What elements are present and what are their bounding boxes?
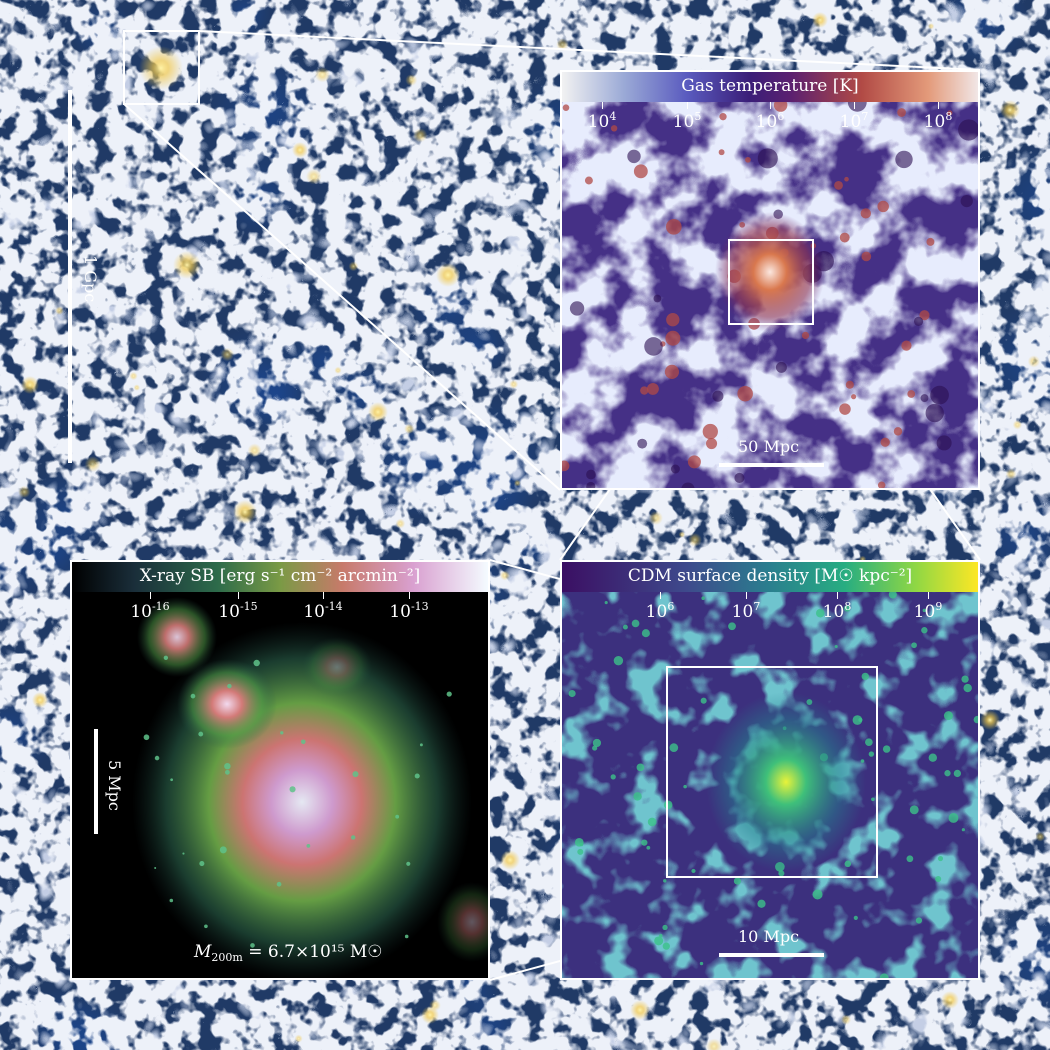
colorbar-tick-label: 107: [731, 600, 761, 622]
zoom-box-temperature: [728, 239, 814, 325]
temperature-colorbar: Gas temperature [K]: [562, 72, 978, 102]
colorbar-tick: [928, 592, 929, 599]
colorbar-tick-label: 108: [822, 600, 852, 622]
dm-map: [562, 592, 978, 978]
colorbar-tick: [938, 102, 939, 109]
temperature-map: [562, 102, 978, 488]
scale-label-10mpc: 10 Mpc: [738, 927, 800, 946]
temperature-panel: Gas temperature [K] 104: [560, 70, 980, 490]
colorbar-tick: [602, 102, 603, 109]
scale-bar-50mpc: [719, 463, 824, 467]
zoom-box-dm: [666, 666, 878, 878]
connector-line: [198, 30, 981, 71]
scale-bar-1gpc: [68, 90, 72, 463]
colorbar-tick-label: 108: [923, 110, 953, 132]
colorbar-tick-label: 10-16: [130, 600, 170, 622]
colorbar-tick-label: 105: [672, 110, 702, 132]
colorbar-tick-label: 10-15: [218, 600, 258, 622]
mass-subscript: 200m: [211, 951, 243, 964]
xray-colorbar: X-ray SB [erg s⁻¹ cm⁻² arcmin⁻²]: [72, 562, 488, 592]
scale-label-1gpc: 1 Gpc: [81, 255, 100, 303]
colorbar-tick: [770, 102, 771, 109]
connector-line: [123, 103, 561, 491]
colorbar-tick: [238, 592, 239, 599]
colorbar-tick: [854, 102, 855, 109]
colorbar-tick: [660, 592, 661, 599]
scale-bar-10mpc: [719, 953, 824, 957]
dm-colorbar-title: CDM surface density [M☉ kpc⁻²]: [627, 566, 913, 586]
xray-panel: X-ray SB [erg s⁻¹ cm⁻² arcmin⁻²]: [70, 560, 490, 980]
colorbar-tick-label: 10-13: [389, 600, 429, 622]
colorbar-tick-label: 104: [587, 110, 617, 132]
mass-value: = 6.7×10¹⁵ M☉: [242, 942, 383, 962]
scale-bar-5mpc: [94, 729, 98, 834]
colorbar-tick: [687, 102, 688, 109]
dm-panel: CDM surface density [M☉ kpc⁻²]: [560, 560, 980, 980]
colorbar-tick: [409, 592, 410, 599]
colorbar-tick-label: 107: [839, 110, 869, 132]
colorbar-tick-label: 109: [913, 600, 943, 622]
xray-colorbar-title: X-ray SB [erg s⁻¹ cm⁻² arcmin⁻²]: [139, 566, 421, 586]
scale-label-5mpc: 5 Mpc: [105, 760, 124, 811]
colorbar-tick: [746, 592, 747, 599]
temperature-colorbar-title: Gas temperature [K]: [681, 76, 859, 96]
colorbar-tick-label: 10-14: [303, 600, 343, 622]
mass-symbol: M: [194, 942, 212, 962]
colorbar-tick-label: 106: [755, 110, 785, 132]
dm-colorbar: CDM surface density [M☉ kpc⁻²]: [562, 562, 978, 592]
mass-annotation: M200m = 6.7×10¹⁵ M☉: [194, 942, 383, 964]
colorbar-tick: [323, 592, 324, 599]
zoom-box-large: [123, 30, 200, 105]
colorbar-tick: [837, 592, 838, 599]
xray-map: [72, 592, 488, 978]
colorbar-tick: [150, 592, 151, 599]
scale-label-50mpc: 50 Mpc: [738, 437, 800, 456]
colorbar-tick-label: 106: [645, 600, 675, 622]
